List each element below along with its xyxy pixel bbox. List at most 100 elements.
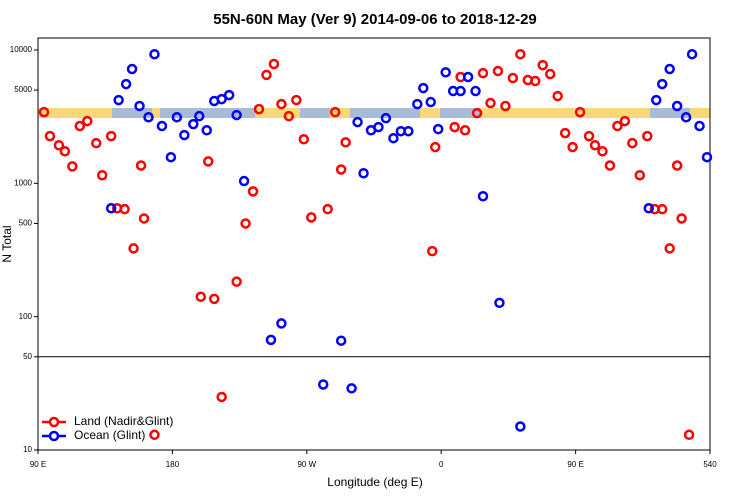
point — [90, 137, 102, 149]
point — [201, 125, 212, 136]
point — [96, 169, 108, 181]
point — [216, 391, 227, 403]
point — [231, 109, 242, 121]
point — [194, 110, 205, 122]
y-tick-label: 100 — [19, 312, 33, 321]
y-tick-label: 50 — [23, 352, 32, 361]
point — [627, 137, 638, 149]
point — [676, 213, 687, 224]
point — [44, 130, 56, 142]
point — [634, 169, 646, 181]
point — [149, 48, 160, 60]
point — [494, 297, 505, 309]
point — [643, 203, 655, 214]
point — [429, 141, 441, 153]
point — [373, 121, 384, 133]
point — [322, 203, 333, 215]
point — [238, 175, 250, 187]
x-tick-label: 180 — [166, 460, 180, 469]
point — [223, 89, 235, 101]
point — [449, 121, 460, 133]
point — [179, 129, 190, 141]
y-tick-label: 10 — [23, 445, 32, 454]
point — [686, 48, 698, 60]
point — [683, 429, 695, 441]
point — [247, 186, 259, 197]
x-tick-label: 90 E — [567, 460, 583, 469]
point — [135, 160, 147, 171]
point — [477, 67, 489, 79]
y-tick-label: 1000 — [14, 178, 32, 187]
point — [574, 106, 586, 118]
point — [650, 94, 662, 106]
point — [126, 63, 138, 75]
point — [268, 58, 280, 70]
point — [671, 160, 683, 171]
point — [589, 139, 601, 151]
point — [470, 85, 481, 97]
point — [671, 100, 683, 112]
point — [291, 94, 302, 106]
point — [477, 190, 489, 202]
point — [171, 112, 183, 123]
point — [515, 421, 526, 432]
point — [195, 291, 207, 303]
point — [346, 383, 357, 394]
x-tick-label: 540 — [703, 460, 717, 469]
point — [619, 115, 631, 127]
point — [340, 137, 351, 148]
point — [105, 130, 117, 142]
point — [231, 276, 242, 287]
point — [128, 243, 139, 254]
point — [597, 146, 608, 157]
point — [642, 130, 653, 142]
point — [208, 293, 220, 305]
point — [105, 203, 117, 214]
point — [335, 335, 347, 346]
point — [82, 115, 93, 127]
plot-frame — [37, 37, 711, 451]
point — [119, 203, 130, 215]
point — [380, 112, 392, 124]
point — [67, 161, 78, 172]
y-tick-label: 5000 — [14, 85, 32, 94]
point — [298, 134, 310, 145]
point — [604, 160, 616, 171]
point — [656, 203, 668, 215]
legend-label: Ocean (Glint) — [74, 428, 145, 442]
x-tick-label: 90 W — [297, 460, 316, 469]
y-tick-label: 500 — [19, 219, 33, 228]
point — [507, 72, 519, 84]
point — [492, 65, 504, 77]
legend-marker — [48, 430, 60, 442]
point — [583, 130, 595, 142]
point — [283, 110, 295, 122]
y-tick-label: 10000 — [10, 45, 33, 54]
point — [544, 68, 556, 80]
point — [358, 168, 369, 179]
point — [120, 78, 132, 90]
point — [403, 125, 414, 137]
point — [530, 75, 541, 87]
point — [306, 212, 317, 223]
y-axis-label: N Total — [0, 225, 14, 262]
point — [559, 127, 571, 139]
point — [664, 243, 675, 254]
point — [240, 218, 251, 229]
point — [388, 132, 399, 144]
point — [412, 98, 423, 110]
point — [537, 59, 548, 71]
point — [253, 103, 265, 115]
point — [202, 156, 214, 167]
point — [143, 112, 154, 123]
point — [432, 123, 444, 135]
point — [74, 120, 86, 132]
point — [694, 120, 705, 132]
point — [500, 100, 511, 112]
point — [317, 379, 329, 390]
point — [329, 106, 341, 118]
point — [261, 69, 272, 81]
point — [656, 78, 668, 90]
point — [165, 151, 177, 163]
